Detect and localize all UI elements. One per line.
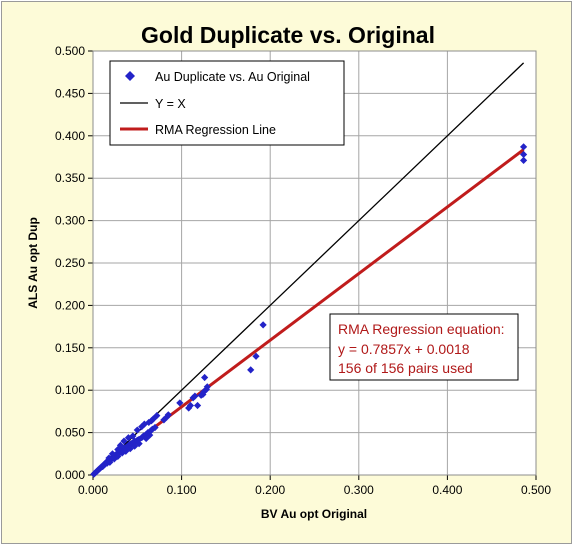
data-point [122, 447, 130, 455]
y-tick-label: 0.100 [55, 383, 85, 397]
regression-annotation: RMA Regression equation: y = 0.7857x + 0… [329, 313, 519, 381]
data-point [519, 143, 528, 151]
legend-label-yx: Y = X [155, 97, 186, 111]
data-point [193, 401, 202, 410]
data-point [133, 426, 141, 434]
legend-marker-diamond [125, 71, 135, 81]
data-point [191, 392, 199, 400]
data-point [116, 441, 125, 449]
x-tick-label: 0.300 [344, 483, 374, 497]
annotation-box [329, 313, 519, 381]
x-tick-label: 0.100 [167, 483, 197, 497]
y-tick-label: 0.500 [55, 44, 85, 58]
data-point [135, 435, 143, 443]
data-point [142, 434, 150, 443]
x-tick-label: 0.400 [432, 483, 462, 497]
plot-border [92, 50, 537, 476]
data-point [131, 442, 139, 450]
y-tick-label: 0.150 [55, 341, 85, 355]
y-tick-label: 0.050 [55, 426, 85, 440]
data-point [519, 156, 528, 164]
y-tick-label: 0.400 [55, 129, 85, 143]
series-points [90, 143, 528, 478]
data-point [126, 445, 134, 453]
annotation-line-2: y = 0.7857x + 0.0018 [338, 341, 470, 357]
x-tick-label: 0.500 [521, 483, 551, 497]
x-axis-title: BV Au opt Original [261, 507, 367, 521]
data-point [247, 366, 255, 374]
data-point [252, 352, 260, 360]
data-point [106, 458, 114, 466]
data-point [108, 450, 117, 458]
x-tick-label: 0.000 [78, 483, 108, 497]
data-point [145, 418, 153, 427]
y-tick-label: 0.000 [55, 468, 85, 482]
axes [88, 50, 537, 480]
data-point [118, 449, 126, 457]
annotation-line-1: RMA Regression equation: [338, 321, 505, 337]
chart-title: Gold Duplicate vs. Original [141, 22, 435, 48]
data-point [164, 411, 172, 419]
data-point [151, 423, 159, 432]
data-point [149, 415, 157, 423]
legend-label-rma: RMA Regression Line [155, 123, 276, 137]
y-tick-label: 0.200 [55, 298, 85, 312]
x-tick-label: 0.200 [255, 483, 285, 497]
data-point [176, 399, 184, 407]
tick-labels: 0.000 0.050 0.100 0.150 0.200 0.250 0.300 0.350… [55, 44, 551, 497]
data-point [153, 412, 161, 420]
data-point [135, 440, 143, 448]
data-point [203, 383, 211, 391]
data-point [186, 401, 195, 410]
data-point [519, 150, 528, 159]
data-point [144, 429, 152, 437]
annotation-line-3: 156 of 156 pairs used [338, 360, 473, 376]
y-tick-label: 0.250 [55, 256, 85, 270]
data-point [146, 431, 154, 439]
y-tick-label: 0.300 [55, 214, 85, 228]
data-point [120, 437, 128, 445]
legend-box [109, 60, 345, 146]
yx-reference-line [92, 62, 525, 476]
y-tick-label: 0.350 [55, 171, 85, 185]
y-axis-title: ALS Au opt Dup [26, 217, 40, 309]
data-point [259, 321, 267, 329]
data-point [105, 454, 113, 462]
data-point [129, 432, 137, 440]
legend: Au Duplicate vs. Au Original Y = X RMA R… [109, 60, 345, 146]
y-tick-label: 0.450 [55, 86, 85, 100]
data-point [114, 452, 122, 460]
legend-label-duplicate: Au Duplicate vs. Au Original [155, 70, 310, 84]
data-point [201, 373, 209, 382]
